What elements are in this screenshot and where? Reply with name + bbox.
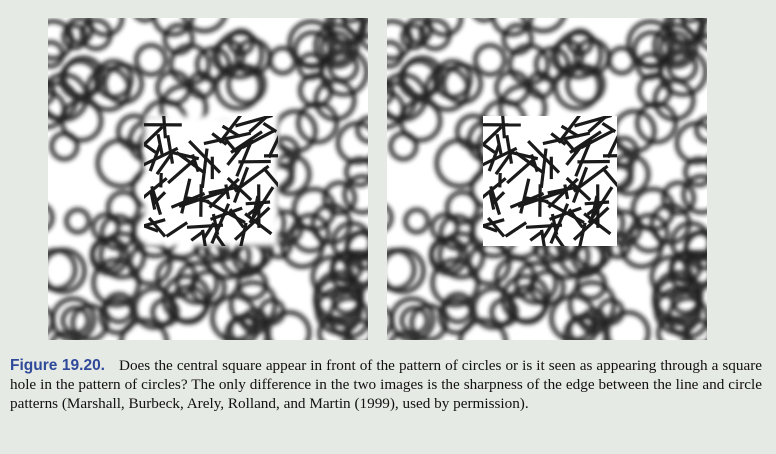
stimulus-image-left <box>48 18 368 340</box>
line-pattern <box>483 116 617 246</box>
figure-caption-text: Does the central square appear in front … <box>10 357 763 412</box>
stimulus-image-right <box>387 18 707 340</box>
circle-line-pattern-right <box>387 18 707 340</box>
figure-caption: Figure 19.20. Does the central square app… <box>10 356 762 413</box>
line-pattern <box>144 116 278 246</box>
circle-line-pattern-left <box>48 18 368 340</box>
figure-label: Figure 19.20. <box>10 357 105 374</box>
